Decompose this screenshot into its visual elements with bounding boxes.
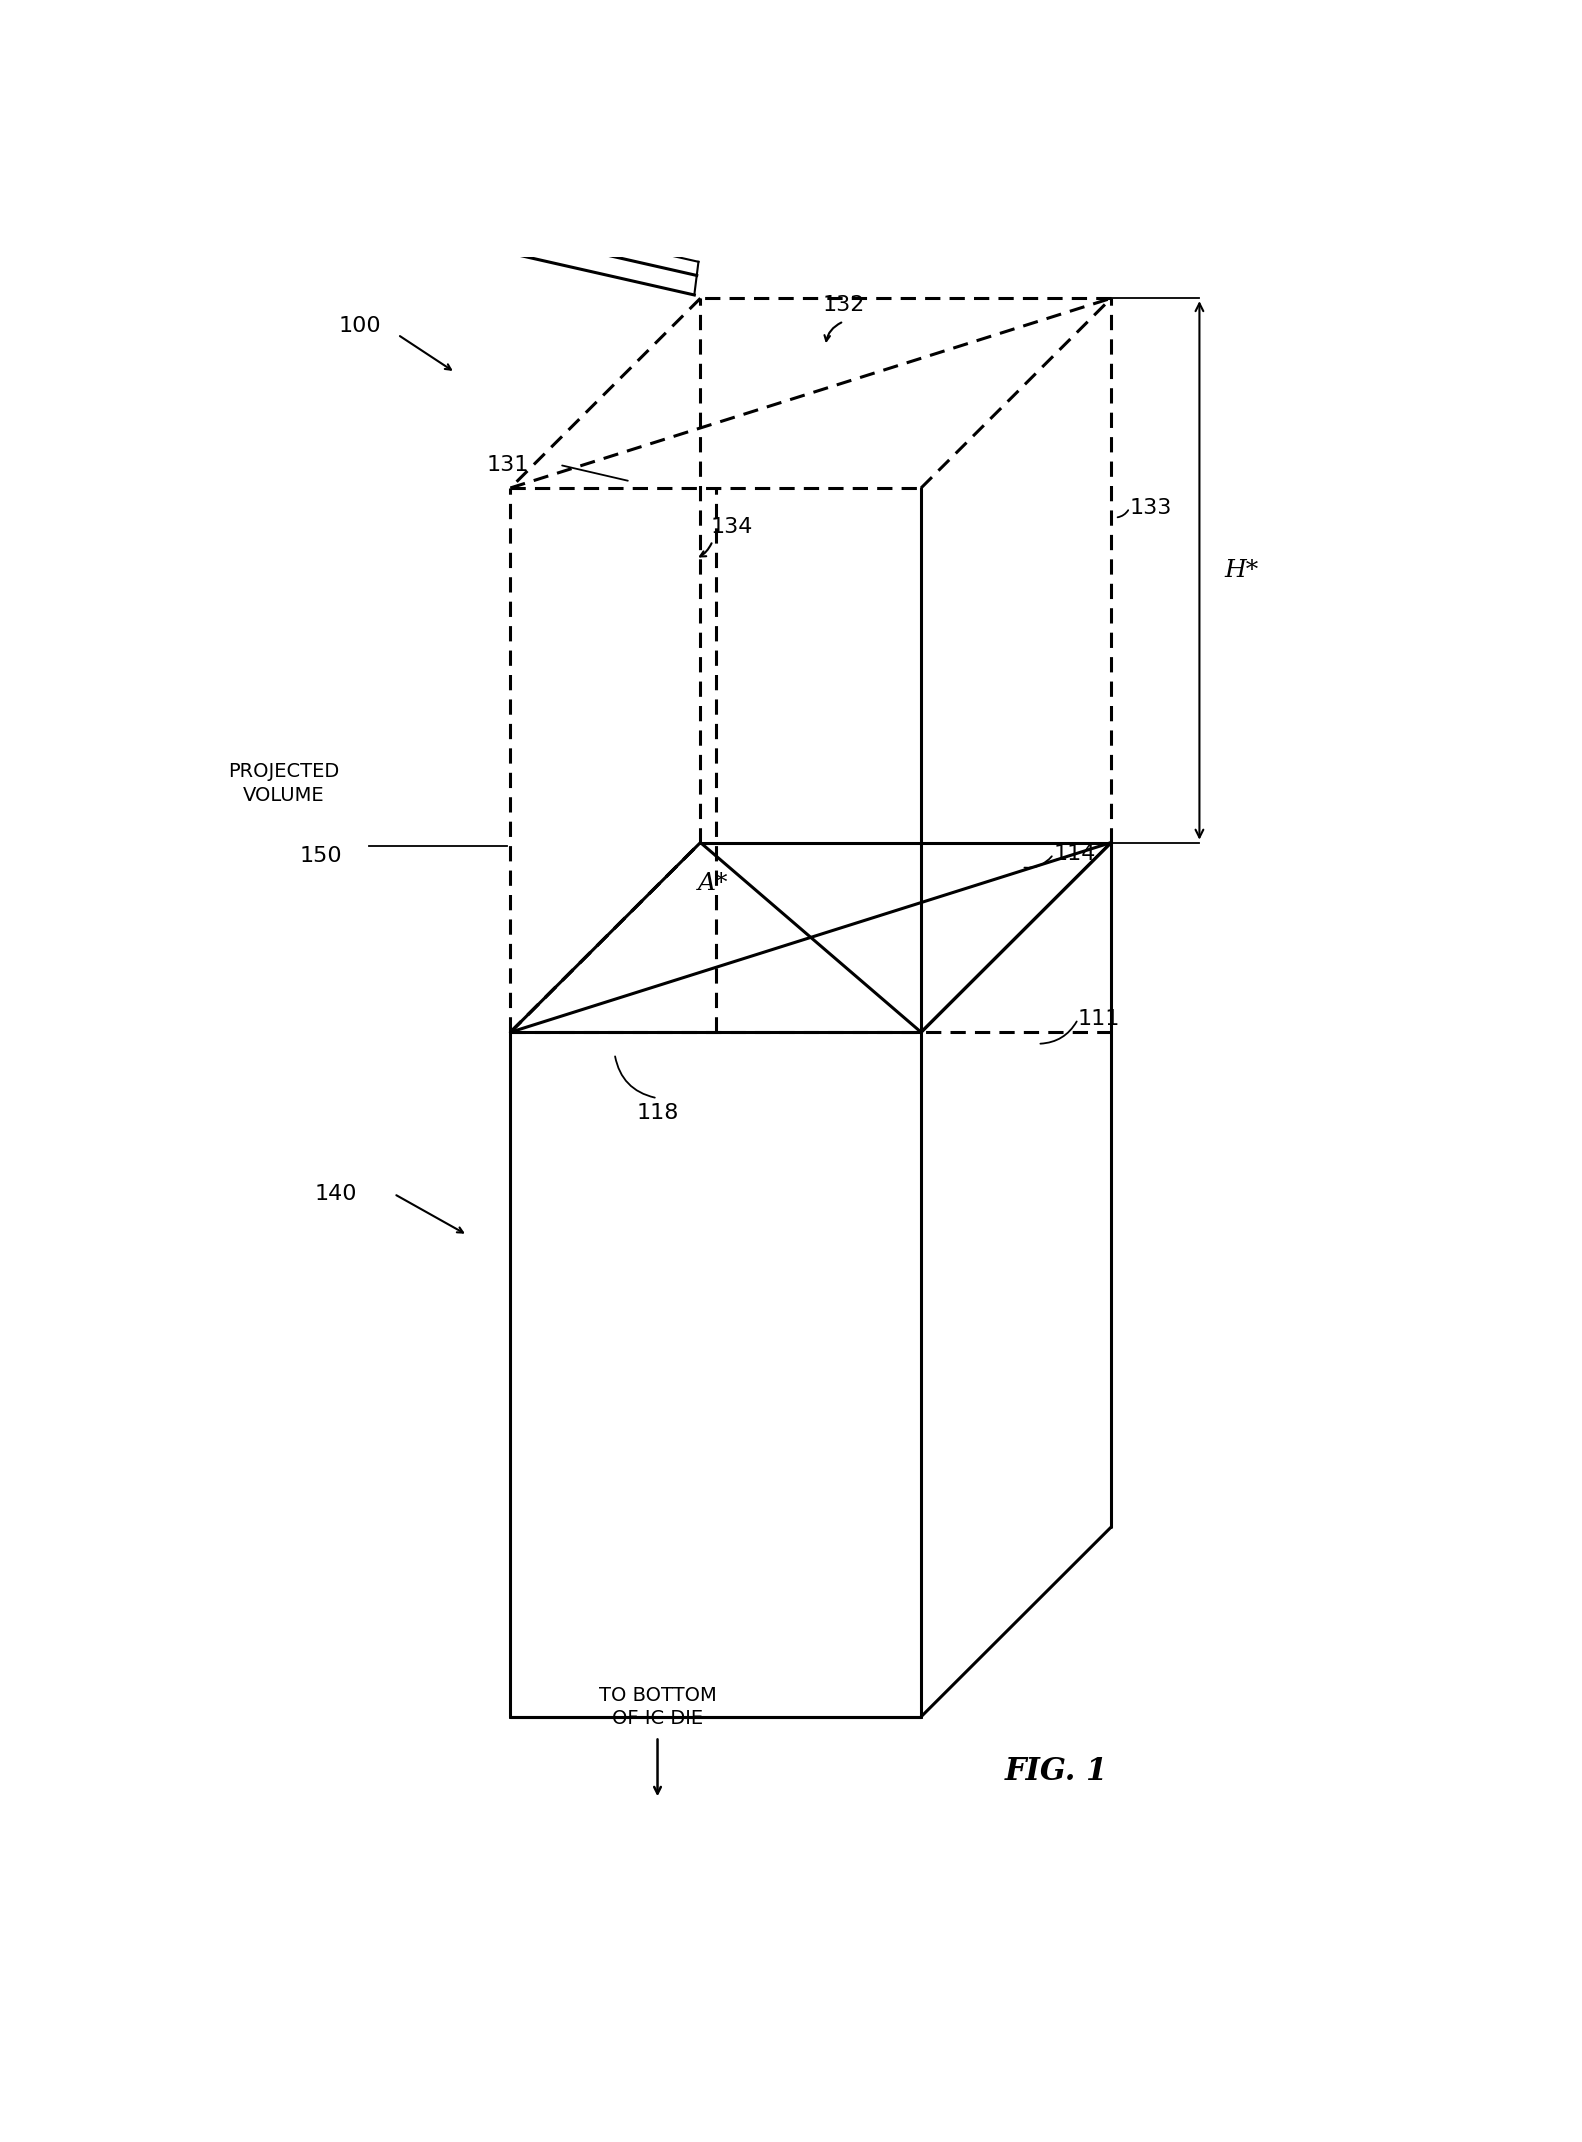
Text: 118: 118 <box>636 1103 679 1122</box>
Text: TO BOTTOM
OF IC DIE: TO BOTTOM OF IC DIE <box>598 1686 717 1729</box>
Text: FIG. 1: FIG. 1 <box>1005 1756 1107 1786</box>
Text: 114: 114 <box>1054 844 1096 863</box>
Text: 131: 131 <box>486 454 528 476</box>
Text: 150: 150 <box>299 846 342 865</box>
Text: H*: H* <box>1224 559 1258 583</box>
Text: 133: 133 <box>1130 497 1172 518</box>
Text: 100: 100 <box>339 317 381 336</box>
Text: A*: A* <box>698 872 728 895</box>
Text: 132: 132 <box>823 296 865 315</box>
Text: 140: 140 <box>315 1185 358 1204</box>
Text: PROJECTED
VOLUME: PROJECTED VOLUME <box>228 763 339 805</box>
Text: 111: 111 <box>1077 1009 1120 1028</box>
Text: 134: 134 <box>710 518 753 538</box>
